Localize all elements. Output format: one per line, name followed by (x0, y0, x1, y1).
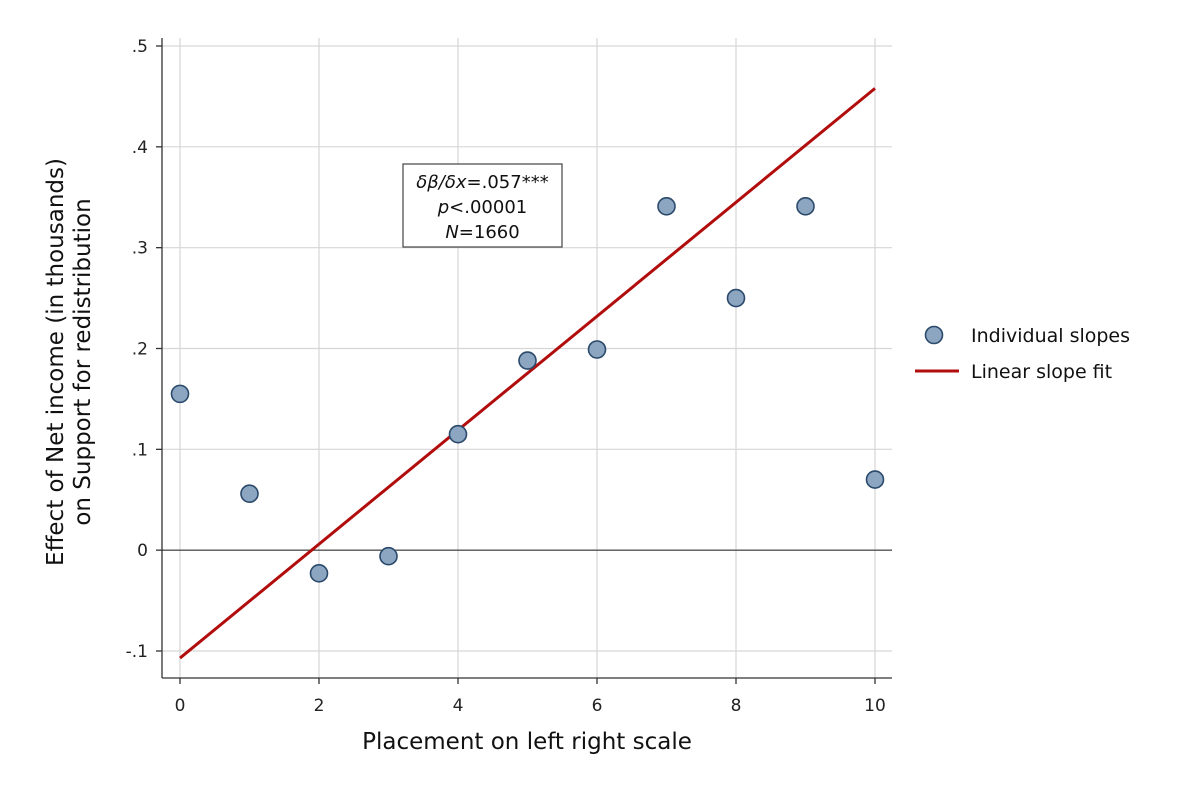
y-tick-label: .1 (132, 440, 148, 460)
axes-layer: -.1 0 .1 .2 .3 .4 .5 0 2 4 6 8 10 (126, 37, 892, 716)
x-tick-label: 10 (864, 696, 886, 716)
y-tick-label: .4 (132, 138, 148, 158)
annotation-segment: =.057*** (467, 172, 549, 193)
x-tick-label: 6 (592, 696, 603, 716)
annotation-segment: p (437, 197, 449, 218)
legend-marker-points (924, 325, 944, 345)
annotation-segment: δβ/δx (416, 172, 467, 193)
y-tick-label: .3 (132, 239, 148, 259)
y-tick-label: .2 (132, 340, 148, 360)
scatter-point (170, 384, 190, 404)
y-tick-label: 0 (137, 541, 148, 561)
scatter-point (865, 470, 885, 489)
annotation-line: N=1660 (445, 222, 519, 243)
y-tick-label: -.1 (126, 642, 148, 662)
legend-label: Individual slopes (971, 325, 1130, 347)
annotation-box: δβ/δx=.057*** p<.00001 N=1660 (402, 163, 563, 248)
series-layer (170, 87, 885, 660)
x-tick-label: 4 (453, 696, 464, 716)
x-tick-label: 0 (175, 696, 186, 716)
legend-label: Linear slope fit (971, 361, 1112, 383)
grid-layer (162, 38, 892, 678)
y-axis-title-line: on Support for redistribution (70, 198, 96, 525)
fit-line (179, 87, 876, 660)
scatter-point (587, 340, 607, 359)
annotation-line: p<.00001 (437, 197, 528, 218)
y-axis-title: Effect of Net income (in thousands)on Su… (43, 158, 96, 566)
annotation-segment: N (445, 222, 458, 243)
annotation-frame (402, 163, 563, 248)
scatter-point (309, 564, 329, 583)
legend: Individual slopes Linear slope fit (915, 325, 1130, 383)
x-tick-label: 8 (731, 696, 742, 716)
scatter-point (240, 484, 259, 504)
scatter-point (448, 424, 468, 444)
y-axis-title-line: Effect of Net income (in thousands) (43, 158, 69, 566)
annotation-segment: <.00001 (449, 197, 527, 218)
y-tick-label: .5 (132, 37, 148, 57)
x-axis-title: Placement on left right scale (362, 729, 692, 755)
x-tick-label: 2 (314, 696, 325, 716)
scatter-point (726, 288, 746, 308)
scatter-point (379, 546, 398, 566)
annotation-line: δβ/δx=.057*** (416, 172, 548, 193)
annotation-segment: =1660 (459, 222, 520, 243)
scatter-point (657, 197, 676, 216)
scatter-point (518, 351, 537, 370)
scatter-point (796, 197, 815, 216)
